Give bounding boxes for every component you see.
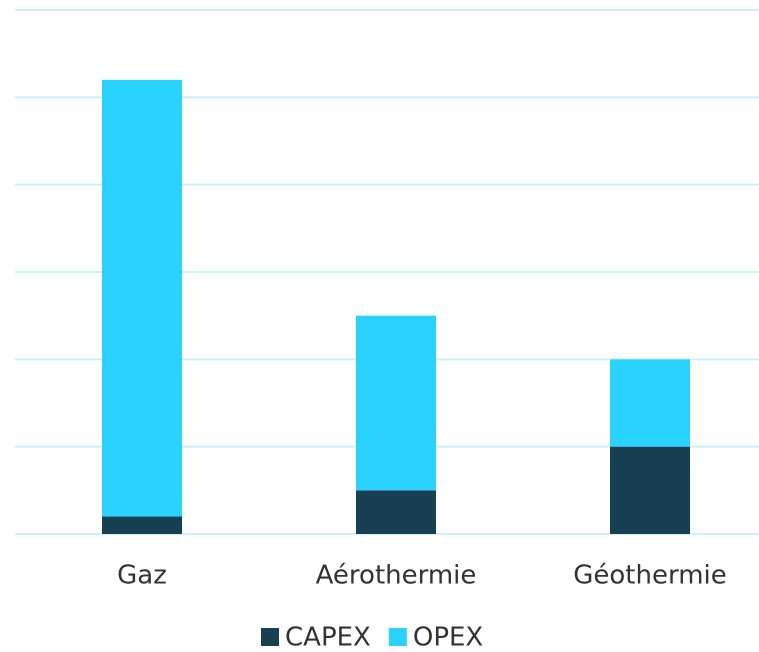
x-tick-label: Gaz [117,561,167,591]
x-tick-label: Aérothermie [316,561,477,591]
legend-label: CAPEX [285,623,371,652]
legend-label: OPEX [413,623,483,652]
bar-segment [102,516,182,534]
bar-segment [102,79,182,517]
legend-swatch [261,628,279,646]
bar-segment [610,446,690,534]
bar-segment [356,315,436,491]
legend-swatch [388,628,407,646]
x-tick-label: Géothermie [573,561,727,591]
bar-segment [356,490,436,534]
bar-segment [610,359,690,447]
